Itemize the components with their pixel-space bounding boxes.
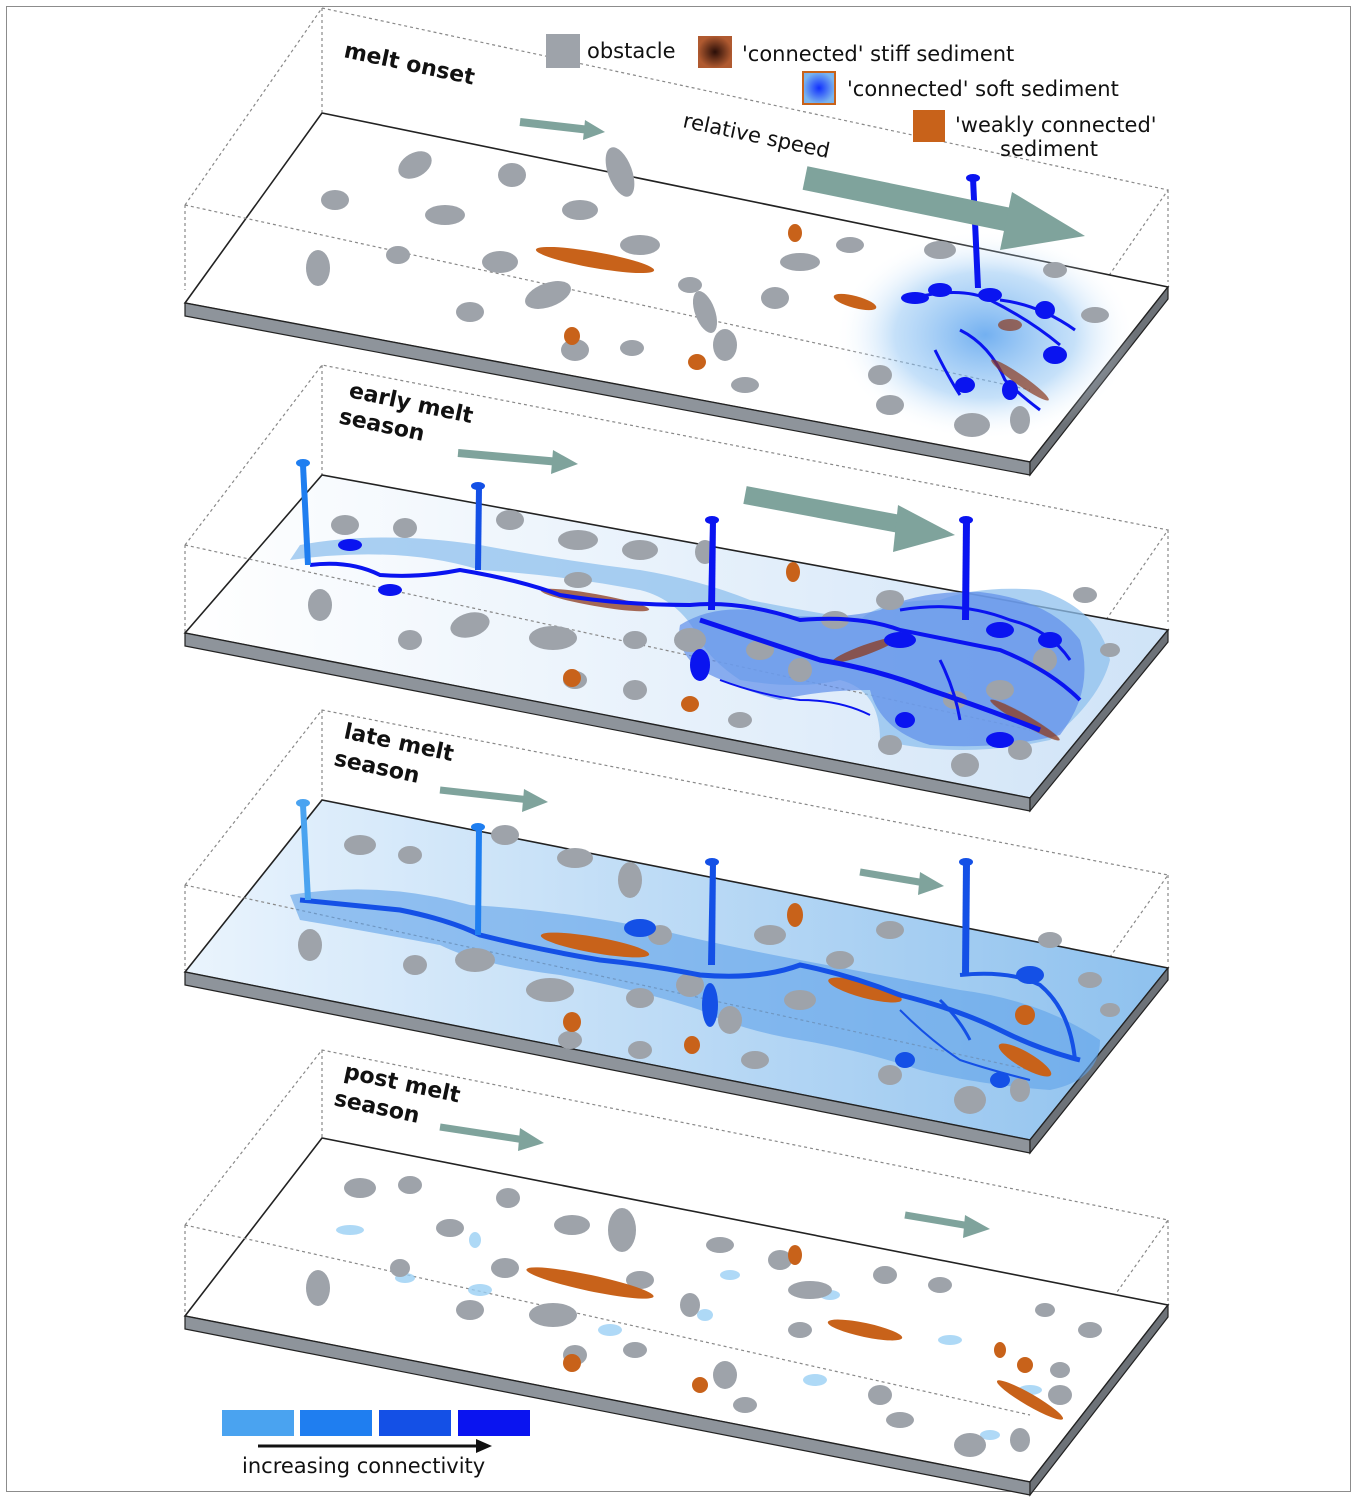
legend-weak-label-line2: sediment	[1000, 137, 1098, 161]
relative-speed-label: relative speed	[681, 108, 832, 163]
figure-frame	[6, 6, 1351, 1492]
scale-swatch-3	[379, 1410, 451, 1436]
panel-post-melt: post melt season	[183, 1049, 1170, 1497]
panel-1-label-line1: melt onset	[342, 38, 478, 90]
connectivity-scale: increasing connectivity	[222, 1410, 530, 1478]
legend-soft-label: 'connected' soft sediment	[847, 77, 1119, 101]
legend-stiff-label: 'connected' stiff sediment	[742, 42, 1014, 66]
panel-early-melt: early melt season	[183, 364, 1170, 813]
legend-obstacle-swatch	[546, 34, 580, 68]
scale-swatch-2	[300, 1410, 372, 1436]
legend-weak-swatch	[913, 110, 945, 142]
legend-weak-label-line1: 'weakly connected'	[955, 113, 1157, 137]
scale-swatch-4	[458, 1410, 530, 1436]
legend: obstacle 'connected' stiff sediment 'con…	[546, 34, 1157, 161]
scale-swatch-1	[222, 1410, 294, 1436]
panel-late-melt: late melt season	[183, 709, 1170, 1155]
scale-caption: increasing connectivity	[242, 1454, 485, 1478]
legend-soft-swatch	[802, 71, 836, 105]
legend-stiff-swatch	[698, 36, 732, 68]
legend-obstacle-label: obstacle	[587, 39, 676, 63]
